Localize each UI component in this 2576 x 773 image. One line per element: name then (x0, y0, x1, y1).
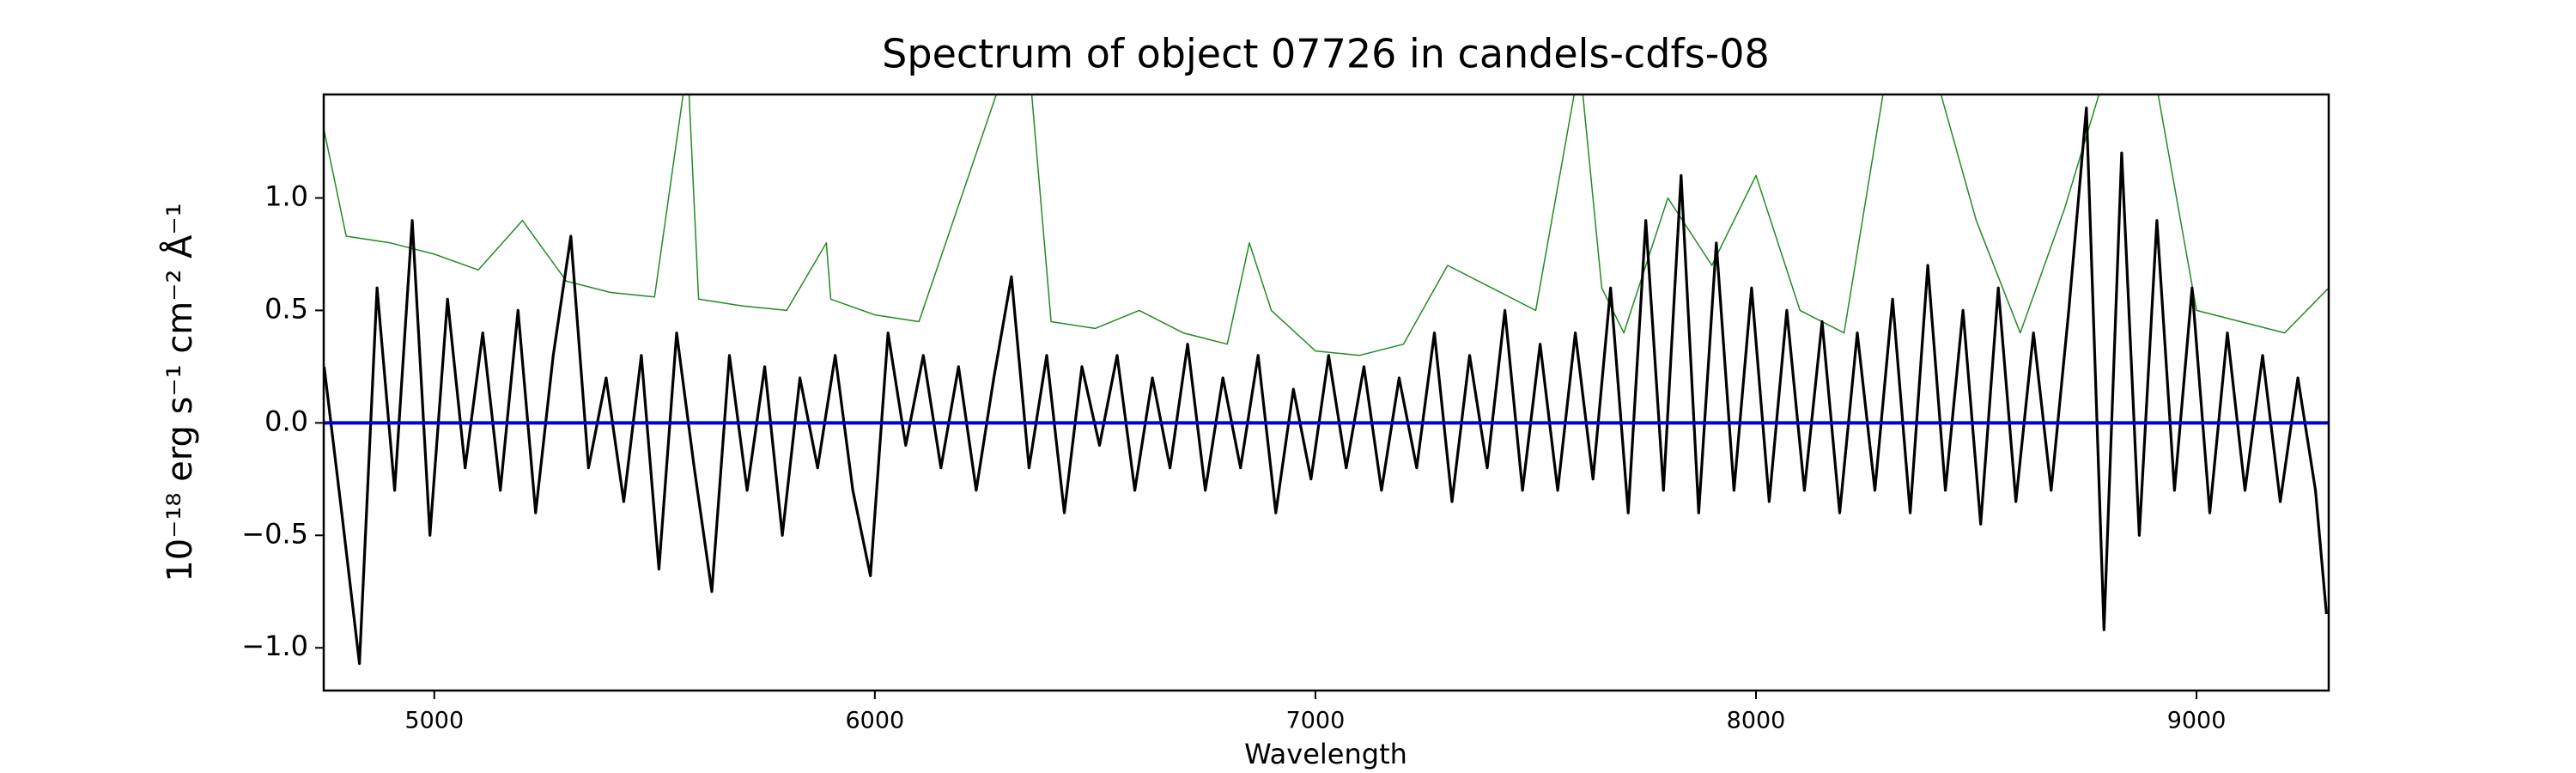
x-tick-label: 7000 (1286, 708, 1346, 734)
x-tick-label: 9000 (2167, 708, 2227, 734)
x-tick-label: 8000 (1727, 708, 1786, 734)
chart-title: Spectrum of object 07726 in candels-cdfs… (882, 31, 1770, 77)
x-tick-label: 6000 (845, 708, 904, 734)
y-axis-label: 10⁻¹⁸ erg s⁻¹ cm⁻² Å⁻¹ (159, 203, 200, 581)
y-tick-label: −0.5 (241, 517, 308, 550)
x-tick-label: 5000 (404, 708, 464, 734)
x-axis-label: Wavelength (1244, 738, 1407, 770)
y-tick-label: 0.5 (264, 292, 308, 325)
axes-frame (322, 93, 2330, 692)
spectrum-line (324, 94, 2329, 356)
y-tick-label: −1.0 (241, 630, 308, 662)
y-tick-label: 1.0 (264, 180, 308, 212)
spectrum-line (324, 107, 2328, 666)
y-tick-label: 0.0 (264, 405, 308, 437)
plot-area (324, 94, 2329, 666)
